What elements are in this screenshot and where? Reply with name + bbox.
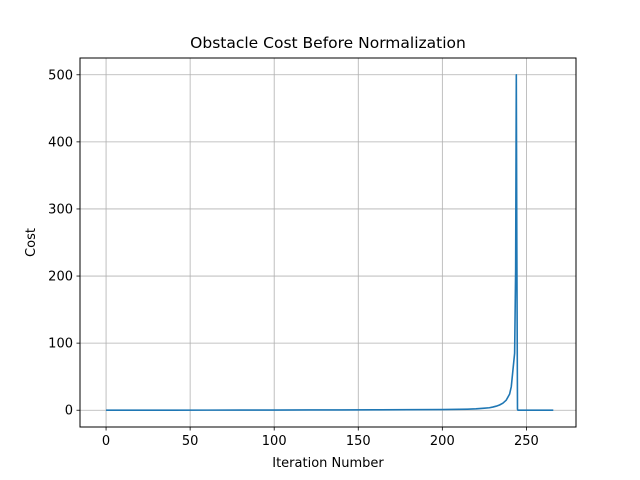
y-tick-label: 400: [48, 135, 73, 150]
axes-frame: [79, 57, 577, 428]
series-line: [106, 73, 554, 412]
x-tick-label: 200: [430, 434, 455, 449]
series-layer: [106, 73, 554, 412]
x-tick-label: 0: [102, 434, 110, 449]
x-tick-label: 50: [182, 434, 199, 449]
y-axis-title: Cost: [24, 228, 39, 257]
y-tick-label: 200: [48, 270, 73, 285]
x-axis-title: Iteration Number: [272, 456, 384, 471]
y-tick-label: 300: [48, 202, 73, 217]
x-tick-label: 100: [262, 434, 287, 449]
x-tick-label: 150: [346, 434, 371, 449]
chart-title: Obstacle Cost Before Normalization: [190, 34, 466, 52]
tick-marks: 0 50 100 150 200 250 0 100 200 300 400 500: [48, 68, 539, 449]
y-tick-label: 100: [48, 337, 73, 352]
y-tick-label: 500: [48, 68, 73, 83]
x-tick-label: 250: [514, 434, 539, 449]
y-tick-label: 0: [65, 404, 73, 419]
